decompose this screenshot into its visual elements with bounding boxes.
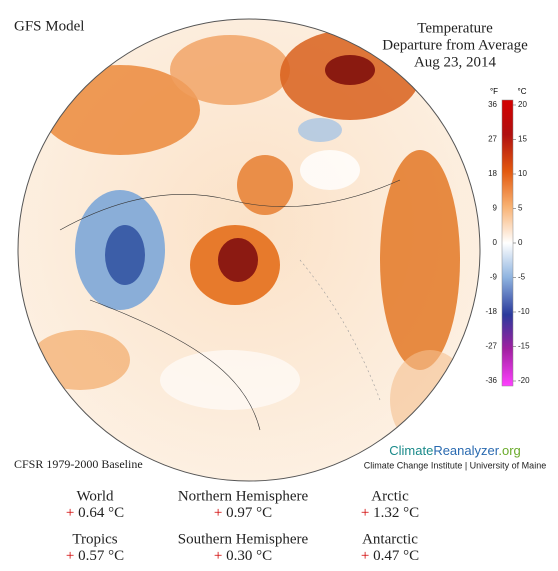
tick-c: -20 xyxy=(518,376,530,385)
stat-value: + 1.32 °C xyxy=(361,505,419,521)
color-scale: °F °C 36 27 18 9 0 -9 -18 -27 -36 20 15 10 5 0 -5 -10 -1… xyxy=(485,87,530,387)
tick-c: 10 xyxy=(518,169,527,178)
tick-f: 27 xyxy=(488,135,497,144)
tick-f: 18 xyxy=(488,169,497,178)
stat-value: + 0.57 °C xyxy=(66,548,124,564)
stat-value: + 0.47 °C xyxy=(361,548,419,564)
stat-label: Northern Hemisphere xyxy=(178,488,309,504)
tick-c: 20 xyxy=(518,100,527,109)
stat-number: 0.57 °C xyxy=(78,548,124,564)
tick-f: -27 xyxy=(485,342,497,351)
stat-sign: + xyxy=(214,505,222,521)
stat-value: + 0.64 °C xyxy=(66,505,124,521)
stat-value: + 0.30 °C xyxy=(214,548,272,564)
model-name: GFS Model xyxy=(14,18,84,34)
tick-c: -15 xyxy=(518,342,530,351)
stat-number: 0.97 °C xyxy=(226,505,272,521)
stat-sign: + xyxy=(361,505,369,521)
tick-c: 15 xyxy=(518,135,527,144)
title-line: Departure from Average xyxy=(382,37,528,53)
institute: Climate Change Institute | University of… xyxy=(364,460,546,470)
tick-f: 36 xyxy=(488,100,497,109)
scale-bar xyxy=(501,99,514,387)
tick-f: 0 xyxy=(493,238,498,247)
tick-c: 0 xyxy=(518,238,523,247)
stat-number: 0.30 °C xyxy=(226,548,272,564)
brand: ClimateReanalyzer.org xyxy=(389,443,521,458)
tick-f: -36 xyxy=(485,376,497,385)
brand-part: .org xyxy=(498,443,520,458)
stat-sign: + xyxy=(66,505,74,521)
tick-f: -18 xyxy=(485,307,497,316)
tick-f: -9 xyxy=(490,273,498,282)
tick-c: 5 xyxy=(518,204,523,213)
stat-sign: + xyxy=(214,548,222,564)
unit-c: °C xyxy=(518,87,527,96)
stat-number: 1.32 °C xyxy=(373,505,419,521)
stat-label: Arctic xyxy=(371,488,409,504)
stat-sign: + xyxy=(361,548,369,564)
title-line: Temperature xyxy=(417,20,493,36)
tick-c: -10 xyxy=(518,307,530,316)
stat-sign: + xyxy=(66,548,74,564)
stat-value: + 0.97 °C xyxy=(214,505,272,521)
brand-part: Climate xyxy=(389,443,433,458)
stat-number: 0.64 °C xyxy=(78,505,124,521)
baseline: CFSR 1979-2000 Baseline xyxy=(14,457,143,471)
stat-label: Tropics xyxy=(72,531,117,547)
globe-outline xyxy=(17,18,481,482)
stat-number: 0.47 °C xyxy=(373,548,419,564)
stat-label: Antarctic xyxy=(362,531,418,547)
globe xyxy=(18,19,480,481)
tick-c: -5 xyxy=(518,273,526,282)
tick-f: 9 xyxy=(493,204,498,213)
stat-label: World xyxy=(76,488,114,504)
stat-label: Southern Hemisphere xyxy=(178,531,309,547)
title-line: Aug 23, 2014 xyxy=(414,54,497,70)
unit-f: °F xyxy=(490,87,498,96)
brand-part: Reanalyzer xyxy=(433,443,499,458)
